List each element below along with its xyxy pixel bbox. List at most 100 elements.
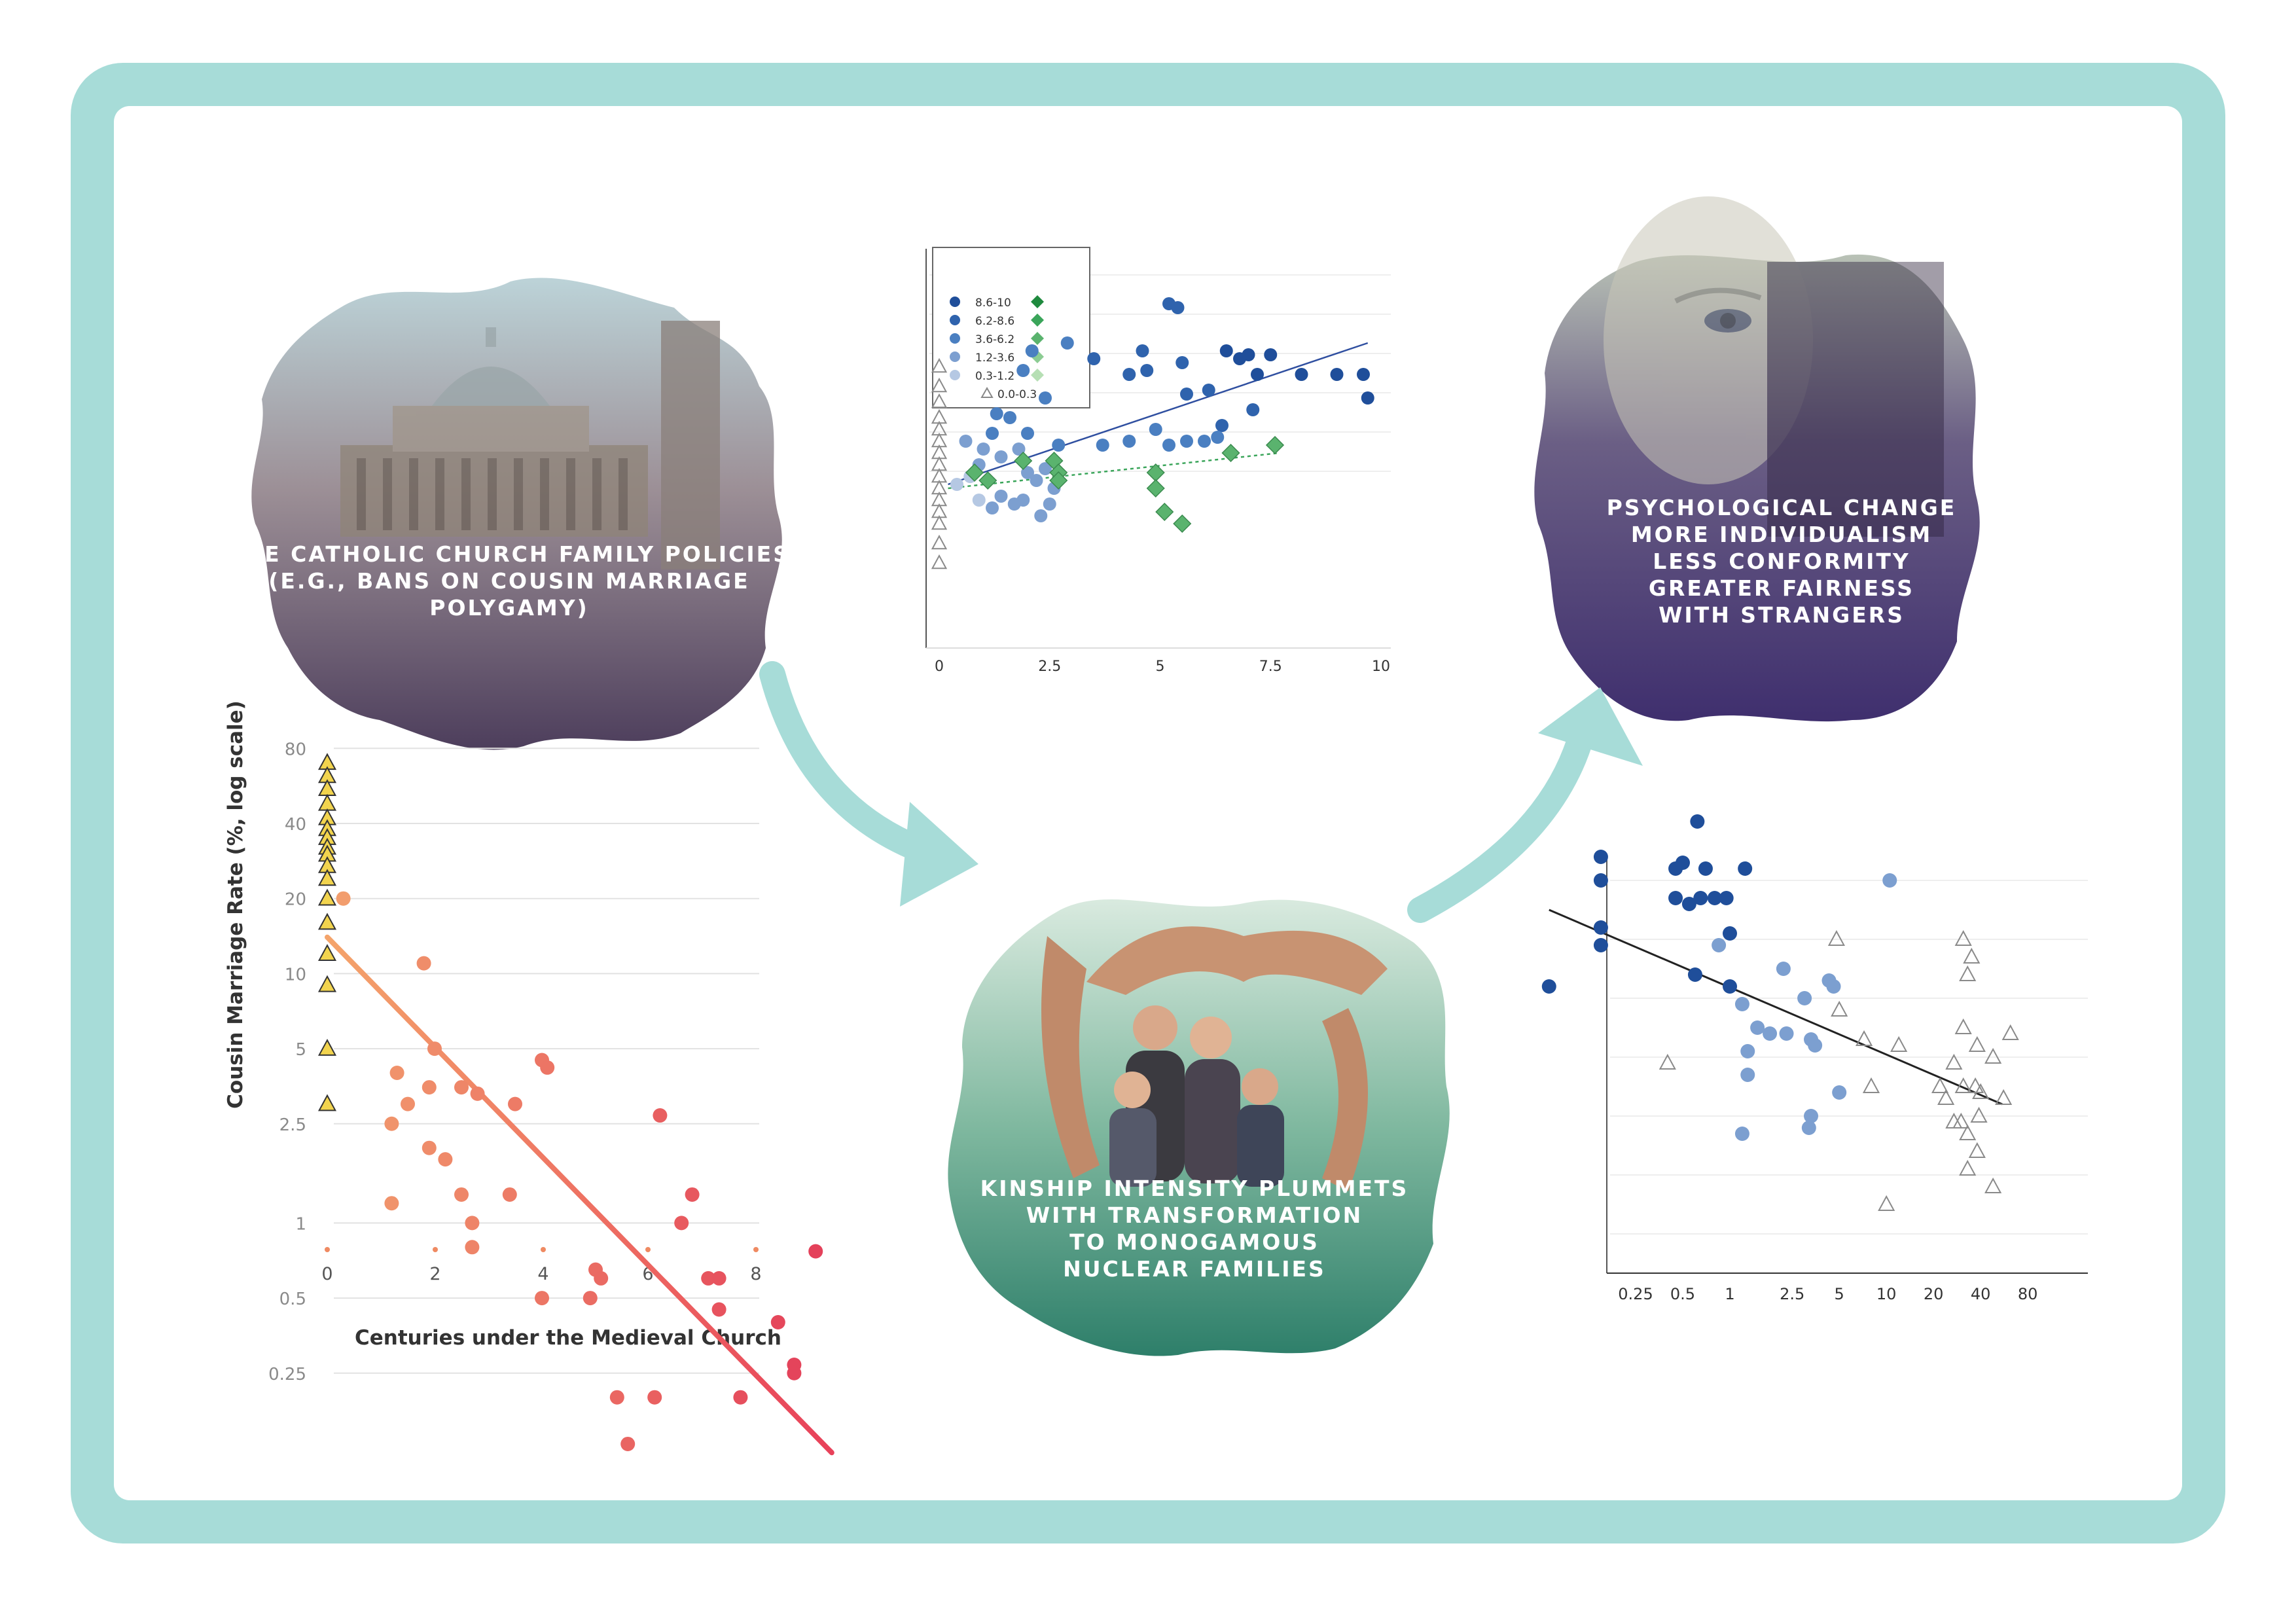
church-caption-line-3: POLYGAMY) [429,595,588,621]
data-point [1972,1083,1990,1099]
data-point [1016,364,1030,377]
data-point [959,435,973,448]
psychology-card: PSYCHOLOGICAL CHANGE MORE INDIVIDUALISM … [1534,196,1980,722]
y-tick-label: 10 [285,965,306,984]
data-point [787,1365,802,1380]
data-point [1734,1127,1749,1141]
baseline-dot [433,1247,438,1252]
data-point [1959,965,1977,981]
data-point [336,891,351,906]
data-point [1043,497,1056,511]
baseline-dot [541,1247,546,1252]
x-tick-label: 8 [750,1264,761,1284]
legend-diamond [1031,369,1044,382]
y-tick-label: 20 [285,890,306,910]
data-point [1776,962,1791,976]
data-point [594,1271,609,1286]
basilica-illustration [340,321,720,569]
data-point [1175,356,1189,369]
data-point [950,478,963,491]
data-point [389,1066,404,1080]
data-point [422,1080,437,1095]
data-triangle [317,888,337,906]
data-point [1593,873,1608,888]
data-point [1954,1077,1972,1093]
data-point [1723,926,1737,941]
legend-label: 8.6-10 [975,297,1011,310]
data-point [1734,997,1749,1011]
legend-label: 0.0-0.3 [997,388,1037,401]
data-point [1832,1085,1847,1100]
trend-line [325,934,834,1456]
data-point [931,554,948,569]
data-point [1146,478,1165,498]
data-point [701,1271,716,1286]
data-point [1954,929,1972,946]
data-point [1096,439,1109,452]
x-tick-label: 20 [1924,1285,1944,1303]
data-point [1021,466,1034,479]
data-point [1221,443,1240,463]
x-tick-label: 80 [2018,1285,2038,1303]
data-point [977,442,990,456]
data-point [1801,1121,1816,1135]
data-point [1763,1026,1778,1041]
legend-label: 0.3-1.2 [975,370,1014,383]
data-point [384,1196,399,1211]
x-tick-label: 0.5 [1670,1285,1695,1303]
data-point [1693,891,1708,905]
data-point [1012,442,1026,456]
data-point [1034,509,1048,522]
x-tick-label: 2.5 [1038,659,1061,675]
data-point [1723,979,1737,994]
data-point [1878,1195,1895,1211]
data-point [1659,1053,1676,1070]
data-point [1681,897,1696,911]
data-point [1984,1177,2002,1193]
data-point [1198,435,1211,448]
data-point [1246,403,1260,416]
data-point [685,1187,700,1202]
trend-line [1549,909,2003,1106]
data-point [1039,462,1052,475]
psychology-caption-line-5: WITH STRANGERS [1659,602,1905,628]
baseline-dot [645,1247,651,1252]
data-point [1136,344,1149,357]
data-point [1959,1124,1977,1140]
kinship-caption-line-3: TO MONOGAMOUS [1069,1229,1319,1255]
y-tick-label: 0.5 [279,1290,306,1309]
data-point [1826,979,1841,994]
psychology-caption-line-4: GREATER FAIRNESS [1649,575,1914,601]
y-tick-label: 40 [285,815,306,835]
legend-marker [950,352,960,362]
data-point [1219,344,1233,357]
data-point [1593,920,1608,935]
y-tick-label: 5 [295,1040,306,1060]
data-point [1676,856,1690,870]
data-point [1049,471,1068,490]
data-point [931,393,948,408]
y-tick-label: 2.5 [279,1115,306,1135]
data-point [1995,1089,2013,1105]
data-point [1122,435,1136,448]
data-point [384,1116,399,1131]
data-point [508,1096,522,1111]
data-point [647,1390,662,1405]
data-point [454,1187,469,1202]
data-point [1173,514,1192,533]
data-point [1804,1109,1819,1123]
data-point [1016,494,1030,507]
data-point [454,1080,469,1095]
x-tick-label: 10 [1372,659,1390,675]
data-point [620,1436,636,1451]
data-point [931,534,948,550]
data-point [1330,368,1344,381]
data-point [1155,502,1174,522]
data-point [733,1390,748,1405]
data-point [465,1240,480,1255]
legend-marker [950,297,960,307]
data-point [401,1096,415,1111]
data-point [1251,368,1264,381]
data-point [1970,1106,1988,1123]
data-point [1882,873,1897,888]
